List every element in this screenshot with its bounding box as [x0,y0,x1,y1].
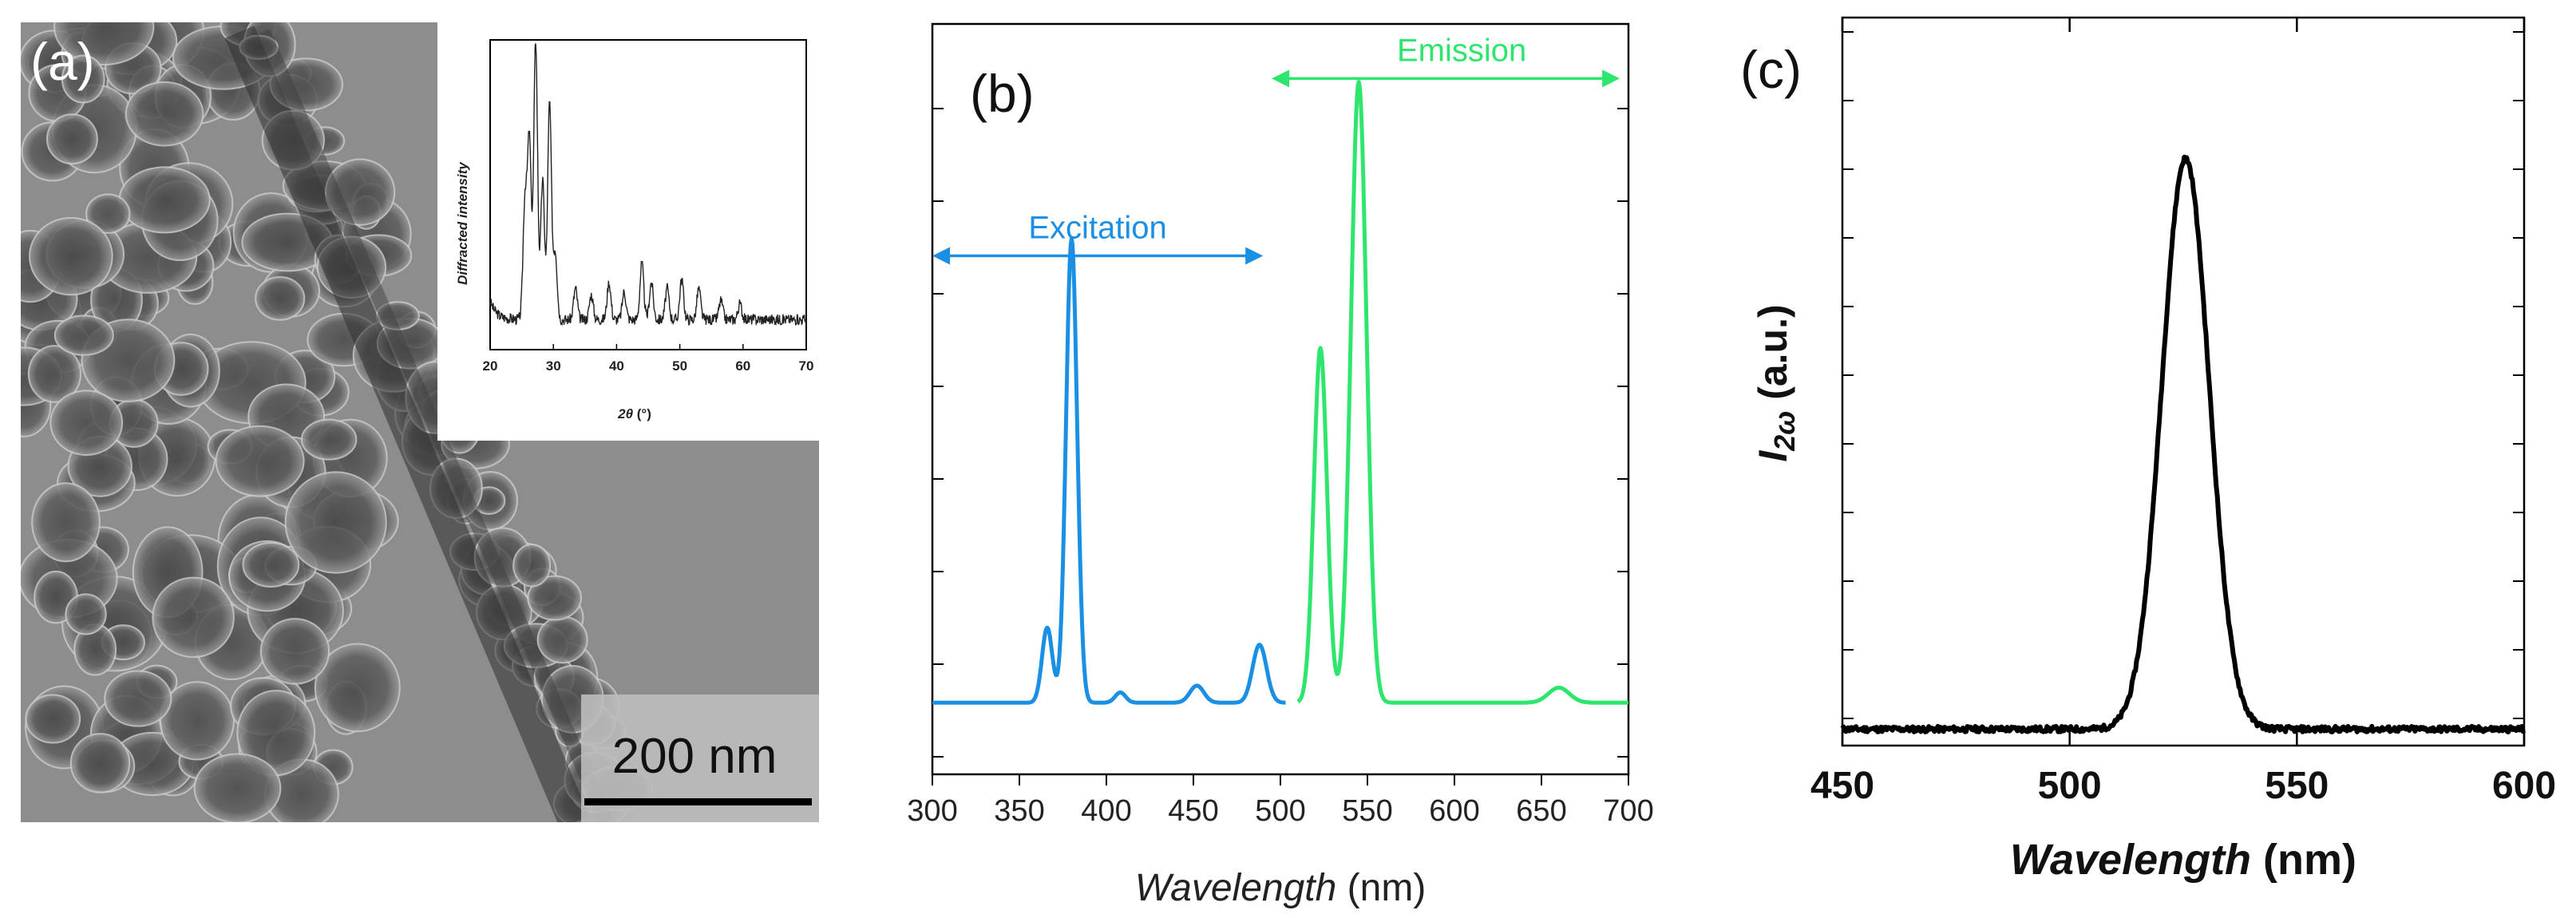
nanoparticle [193,753,282,822]
nanoparticle [536,615,588,664]
inset-xtick-label: 40 [609,358,624,374]
inset-xtick-label: 70 [799,358,814,374]
nanoparticle [29,216,113,296]
scale-bar-line [584,798,812,805]
arrow-head-left [932,247,950,265]
panel-c: 450 500 550 600 (c) I2ω (a.u.) Wavelength (… [1740,16,2556,884]
panel-b-series [931,80,1630,705]
arrow-head-left [1272,69,1290,88]
nanoparticle [152,576,235,659]
xrd-pattern-line [489,43,807,326]
panel-c-xtick-label: 600 [2492,765,2556,807]
inset-xtick-label: 50 [672,358,687,374]
panel-b-xtick-label: 350 [994,794,1044,828]
panel-a-label: (a) [30,32,95,91]
panel-c-ylabel: I2ω (a.u.) [1751,304,1801,461]
nanoparticle [53,315,114,356]
nanoparticle [53,22,155,66]
panel-c-ylabel-main: I [1751,450,1795,462]
panel-c-xlabel-unit: (nm) [2251,836,2356,884]
scale-bar: 200 nm [581,694,819,822]
panel-b-ticks: 300 350 400 450 500 550 600 650 700 [907,108,1654,828]
scale-bar-label: 200 nm [612,729,778,784]
panel-c-ylabel-sub: 2ω [1768,411,1801,452]
panel-c-xlabel-main: Wavelength [2010,836,2251,884]
panel-b-xtick-label: 700 [1603,794,1653,828]
panel-b-xtick-label: 650 [1516,794,1566,828]
panel-c-ylabel-unit: (a.u.) [1751,304,1795,410]
inset-xlabel-unit: (°) [633,406,651,421]
inset-xtick-label: 20 [483,358,498,374]
nanoparticle [159,681,235,761]
panel-c-series [1840,154,2527,734]
nanoparticle [255,276,306,321]
arrow-head-right [1602,69,1620,88]
panel-b-annotations: Excitation Emission [932,33,1620,265]
panel-b-xtick-label: 500 [1255,794,1305,828]
panel-c-xtick-label: 450 [1810,765,1874,807]
nanoparticle [61,54,105,104]
excitation-label: Excitation [1028,211,1166,246]
panel-c-xtick-label: 550 [2265,765,2329,807]
nanoparticle [314,643,401,733]
nanoparticle [118,166,211,234]
inset-background [437,22,819,441]
panel-b-xlabel: Wavelength (nm) [1135,867,1426,909]
nanoparticle [324,158,396,226]
nanowire-edge [256,29,614,822]
nanoparticle [31,482,101,563]
nanoparticle [259,618,330,685]
nanoparticle [65,593,107,635]
nanoparticle [215,425,305,497]
nanoparticle [512,544,552,588]
panel-b-xtick-label: 300 [907,794,957,828]
panel-b-xlabel-unit: (nm) [1336,867,1426,909]
panel-b-xtick-label: 600 [1429,794,1479,828]
nanoparticle [85,193,131,234]
inset-ylabel: Diffracted intensity [455,161,470,285]
nanoparticle [25,694,81,744]
inset-xtick-label: 60 [735,358,750,374]
nanowire [224,26,590,822]
nanoparticle [49,390,124,456]
arrow-head-right [1245,247,1264,265]
panel-b-series-emission [1296,80,1630,705]
panel-a: 20 30 40 50 60 70 Diffracted intensity 2θ (°)… [21,22,819,822]
panel-b-xtick-label: 550 [1342,794,1392,828]
panel-b-label: (b) [970,64,1035,123]
inset-xlabel: 2θ (°) [617,406,651,421]
emission-label: Emission [1397,33,1526,68]
inset-plot: 20 30 40 50 60 70 [483,39,814,374]
nanoparticle [242,541,300,588]
panel-b-xtick-label: 450 [1168,794,1218,828]
xrd-inset: 20 30 40 50 60 70 Diffracted intensity 2θ (°) [437,22,819,441]
panel-b-series-excitation [931,236,1287,705]
inset-xtick-label: 30 [546,358,561,374]
inset-frame [489,39,807,350]
nanoparticle [527,575,583,621]
nanoparticle [69,733,131,793]
panel-c-xtick-label: 500 [2038,765,2102,807]
tem-particles [21,22,654,822]
panel-c-xlabel: Wavelength (nm) [2010,836,2356,884]
panel-b-xlabel-main: Wavelength [1135,867,1337,909]
panel-c-frame [1841,16,2526,747]
panel-c-series-shg [1840,154,2527,734]
panel-b: 300 350 400 450 500 550 600 650 700 Excitation Em… [907,22,1654,909]
nanoparticle [284,471,387,574]
panel-c-ticks: 450 500 550 600 [1810,18,2556,807]
panel-b-xtick-label: 400 [1081,794,1131,828]
panel-b-frame [931,22,1630,776]
nanoparticle [300,418,358,461]
panel-c-label: (c) [1740,40,1802,99]
nanoparticle [125,81,204,147]
nanoparticle [104,670,172,727]
nanoparticle [46,113,98,165]
inset-xlabel-theta: θ [626,406,634,421]
inset-xlabel-main: 2 [617,406,626,421]
nanoparticle [27,345,81,403]
